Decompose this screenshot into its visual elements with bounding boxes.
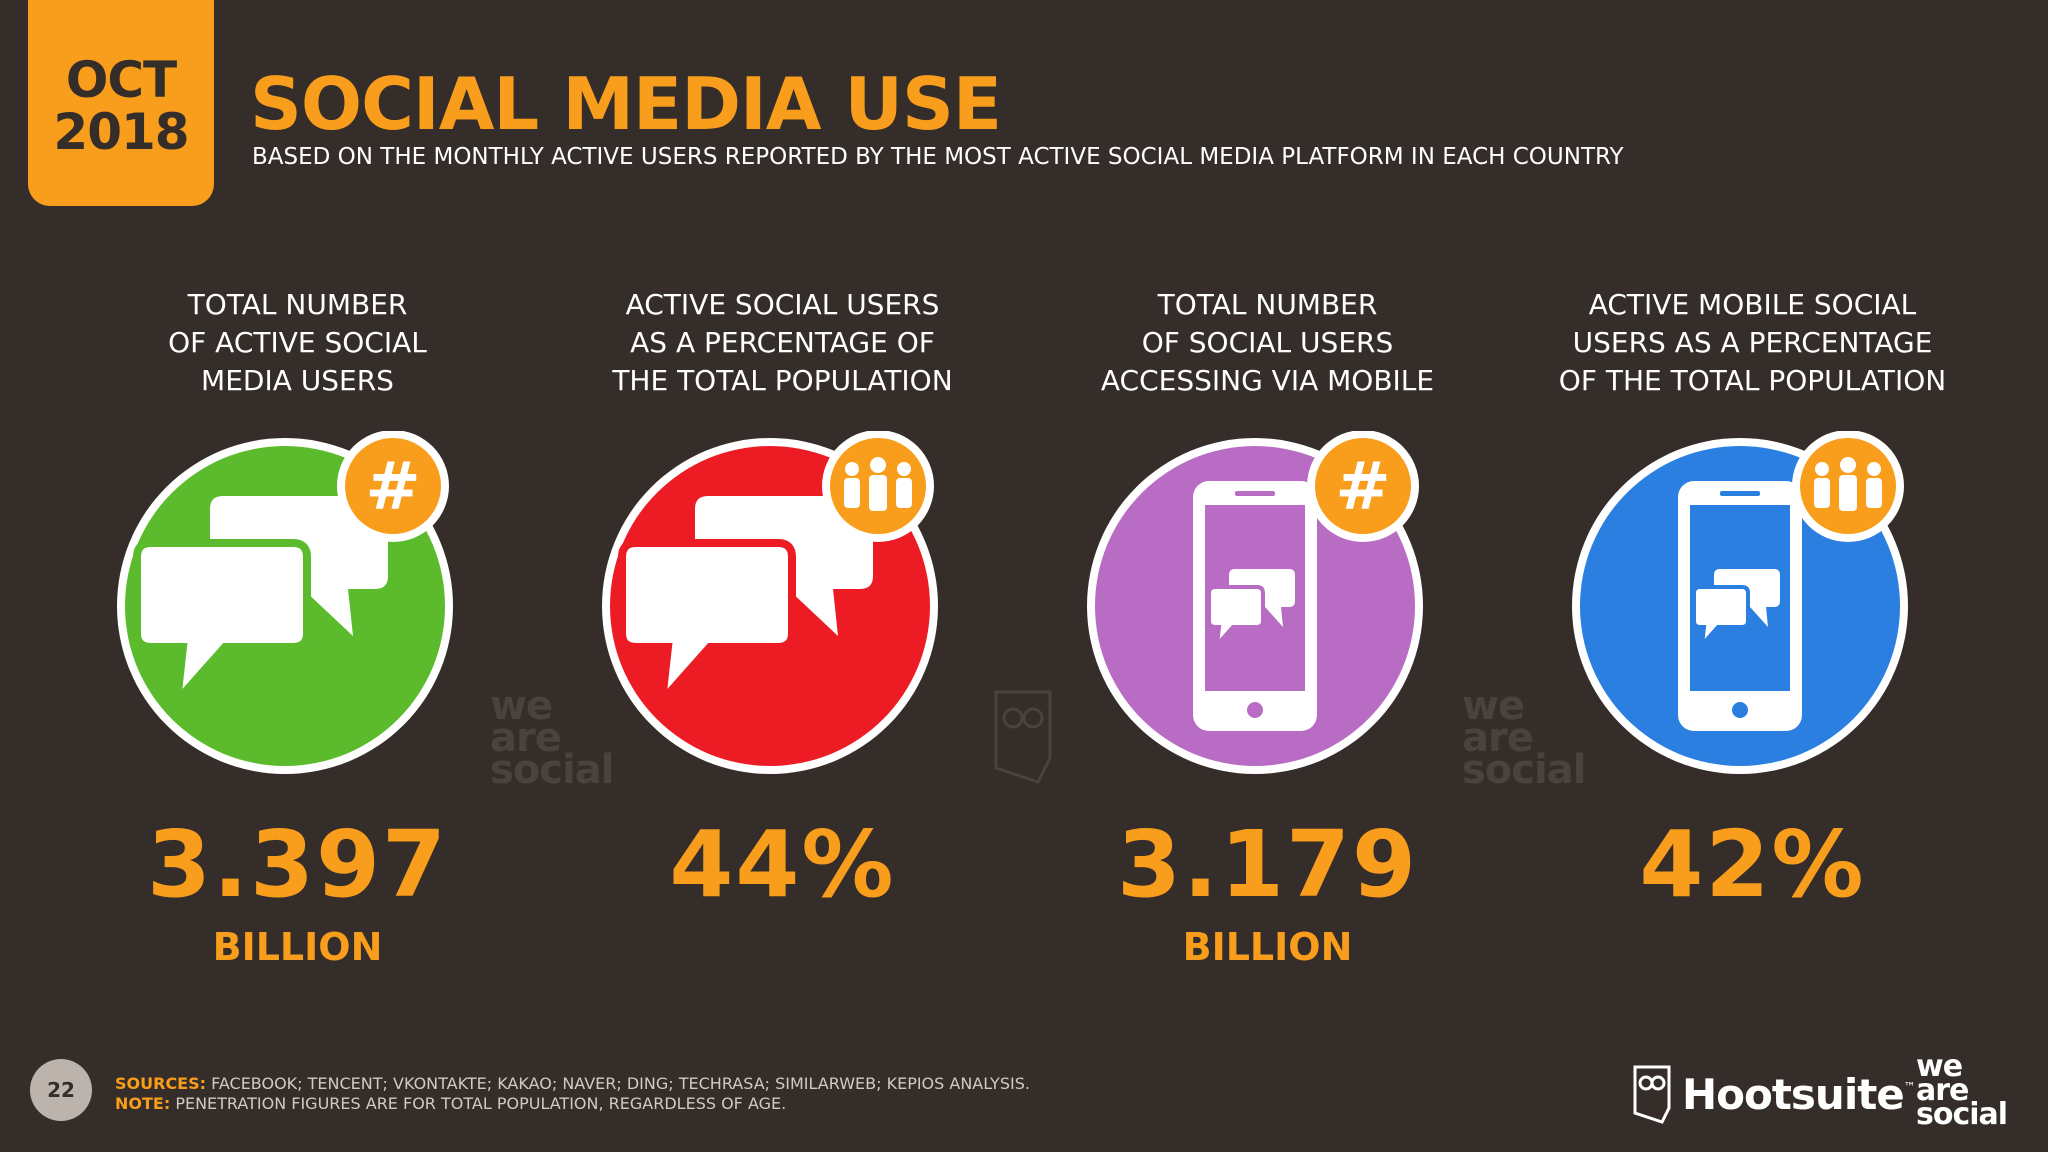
trademark-symbol: ™ [1903, 1080, 1916, 1094]
hootsuite-logo: Hootsuite ™ [1632, 1062, 1916, 1126]
note-text: PENETRATION FIGURES ARE FOR TOTAL POPULA… [170, 1094, 787, 1113]
sources-line: SOURCES: FACEBOOK; TENCENT; VKONTAKTE; K… [115, 1074, 1030, 1094]
hootsuite-logo-text: Hootsuite [1682, 1069, 1905, 1119]
page-subtitle: BASED ON THE MONTHLY ACTIVE USERS REPORT… [252, 144, 1624, 170]
page-title: SOCIAL MEDIA USE [250, 62, 1002, 146]
watermark-we-are-social: we are social [490, 683, 614, 793]
date-badge: OCT 2018 [28, 0, 214, 206]
logo-are: are [1916, 1073, 1969, 1108]
sources-label: SOURCES: [115, 1074, 207, 1093]
mobile-phone-icon [1571, 431, 1908, 774]
stat-label: TOTAL NUMBER OF SOCIAL USERS ACCESSING V… [1100, 288, 1435, 397]
stat-mobile-social-percentage: ACTIVE MOBILE SOCIAL USERS AS A PERCENTA… [1510, 280, 1995, 925]
logo-we: we [1916, 1049, 1963, 1084]
svg-text:#: # [365, 448, 420, 525]
hootsuite-owl-watermark-icon [994, 690, 1052, 784]
watermark-we-are-social: we are social [1462, 683, 1586, 793]
chat-bubbles-icon: # [116, 431, 453, 774]
note-label: NOTE: [115, 1094, 171, 1113]
stat-value: 42% [1639, 811, 1866, 918]
stat-unit: BILLION [212, 925, 383, 969]
stat-label: ACTIVE MOBILE SOCIAL USERS AS A PERCENTA… [1558, 288, 1947, 397]
sources-text: FACEBOOK; TENCENT; VKONTAKTE; KAKAO; NAV… [206, 1074, 1030, 1093]
mobile-phone-icon: # [1086, 431, 1423, 774]
stat-total-social-users: TOTAL NUMBER OF ACTIVE SOCIAL MEDIA USER… [55, 280, 540, 969]
hashtag-icon [344, 438, 441, 534]
chat-bubbles-icon [601, 431, 938, 774]
owl-icon [1633, 1065, 1671, 1124]
logo-social: social [1916, 1097, 2008, 1132]
stat-mobile-social-users: TOTAL NUMBER OF SOCIAL USERS ACCESSING V… [1025, 280, 1510, 969]
hashtag-icon [1314, 438, 1411, 534]
stat-active-social-percentage: ACTIVE SOCIAL USERS AS A PERCENTAGE OF T… [540, 280, 1025, 925]
page-number: 22 [30, 1059, 92, 1121]
footnote: SOURCES: FACEBOOK; TENCENT; VKONTAKTE; K… [115, 1074, 1030, 1114]
date-badge-month: OCT [65, 51, 177, 109]
stat-value: 3.179 [1116, 811, 1418, 918]
we-are-social-logo: we are social [1916, 1049, 2008, 1132]
stat-label: ACTIVE SOCIAL USERS AS A PERCENTAGE OF T… [612, 288, 953, 397]
stat-value: 3.397 [146, 811, 448, 918]
stat-label: TOTAL NUMBER OF ACTIVE SOCIAL MEDIA USER… [168, 288, 427, 397]
stat-unit: BILLION [1182, 925, 1353, 969]
date-badge-year: 2018 [53, 103, 189, 161]
svg-text:#: # [1335, 448, 1390, 525]
stat-value: 44% [669, 811, 896, 918]
note-line: NOTE: PENETRATION FIGURES ARE FOR TOTAL … [115, 1094, 1030, 1114]
